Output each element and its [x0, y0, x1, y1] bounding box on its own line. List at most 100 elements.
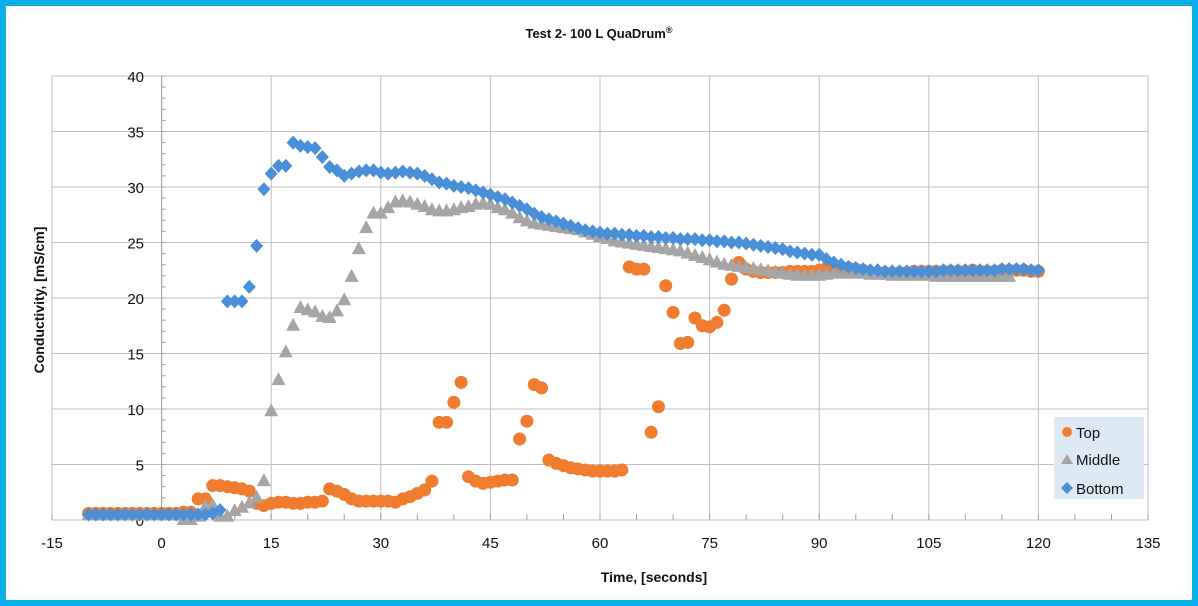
point-bottom	[213, 503, 227, 518]
point-bottom	[710, 234, 724, 249]
x-tick-label: 45	[482, 535, 499, 552]
point-bottom	[951, 263, 965, 278]
point-bottom	[111, 507, 125, 522]
point-bottom	[893, 264, 907, 279]
point-middle	[512, 210, 527, 224]
data-marks	[81, 135, 1045, 525]
point-middle	[483, 196, 498, 210]
chart-title: Test 2- 100 L QuaDrum®	[525, 25, 672, 41]
point-middle	[308, 304, 323, 318]
point-bottom	[184, 507, 198, 522]
point-bottom	[242, 279, 256, 294]
point-bottom	[659, 231, 673, 246]
point-bottom	[235, 294, 249, 309]
point-bottom	[914, 264, 928, 279]
point-middle	[242, 495, 257, 509]
point-bottom	[103, 507, 117, 522]
point-bottom	[630, 228, 644, 243]
point-top	[659, 279, 673, 293]
legend: Top Middle Bottom	[1054, 417, 1144, 499]
point-top	[681, 335, 695, 349]
point-bottom	[147, 507, 161, 522]
point-bottom	[125, 507, 139, 522]
point-bottom	[272, 158, 286, 173]
x-tick-label: 60	[592, 535, 609, 552]
point-bottom	[885, 264, 899, 279]
point-middle	[286, 317, 301, 331]
x-axis-label: Time, [seconds]	[601, 569, 707, 585]
point-bottom	[980, 263, 994, 278]
point-bottom	[264, 166, 278, 181]
point-bottom	[673, 232, 687, 247]
point-bottom	[681, 232, 695, 247]
point-top	[315, 494, 329, 508]
registered-mark: ®	[666, 25, 673, 35]
y-axis-label: Conductivity, [mS/cm]	[31, 227, 47, 374]
point-middle	[271, 372, 286, 386]
point-bottom	[220, 294, 234, 309]
point-bottom	[133, 507, 147, 522]
point-top	[717, 303, 731, 317]
point-bottom	[907, 264, 921, 279]
point-bottom	[958, 263, 972, 278]
y-tick-label: 35	[127, 125, 144, 142]
x-tick-label: 30	[372, 535, 389, 552]
x-tick-label: 0	[157, 535, 165, 552]
point-middle	[351, 241, 366, 255]
axes: -15 0 15 30 45 60 75 90 105 120 135 0 5 10 15 20 25 30 35 4…	[41, 69, 1160, 552]
point-bottom	[1031, 263, 1045, 278]
point-top	[644, 425, 658, 439]
point-bottom	[315, 150, 329, 165]
x-tick-label: 105	[916, 535, 941, 552]
y-tick-label: 5	[136, 458, 144, 475]
point-top	[615, 463, 629, 477]
x-tick-label: 75	[701, 535, 718, 552]
grid	[51, 75, 1149, 521]
point-top	[666, 305, 680, 319]
point-bottom	[936, 263, 950, 278]
y-tick-label: 30	[127, 180, 144, 197]
y-tick-label: 10	[127, 402, 144, 419]
point-bottom	[878, 264, 892, 279]
point-middle	[249, 489, 264, 503]
point-bottom	[900, 264, 914, 279]
x-tick-label: 15	[263, 535, 280, 552]
point-middle	[373, 205, 388, 219]
point-bottom	[89, 507, 103, 522]
point-middle	[381, 200, 396, 214]
point-middle	[227, 503, 242, 517]
point-top	[447, 395, 461, 409]
point-top	[520, 414, 534, 428]
point-bottom	[615, 227, 629, 242]
point-bottom	[96, 507, 110, 522]
point-bottom	[308, 141, 322, 156]
point-top	[535, 381, 549, 395]
point-top	[505, 473, 519, 487]
point-top	[425, 474, 439, 488]
point-bottom	[169, 507, 183, 522]
legend-bottom-marker-icon	[1061, 482, 1073, 494]
point-bottom	[177, 507, 191, 522]
point-top	[710, 315, 724, 329]
point-bottom	[191, 507, 205, 522]
x-tick-label: -15	[41, 535, 63, 552]
y-tick-label: 0	[136, 513, 144, 530]
point-top	[440, 415, 454, 429]
point-middle	[264, 403, 279, 417]
y-tick-label: 15	[127, 347, 144, 364]
point-bottom	[944, 263, 958, 278]
point-bottom	[257, 182, 271, 197]
point-bottom	[250, 238, 264, 253]
legend-top-marker-icon	[1062, 427, 1072, 437]
point-middle	[505, 205, 520, 219]
point-middle	[256, 473, 271, 487]
x-tick-label: 120	[1026, 535, 1051, 552]
point-middle	[498, 202, 513, 216]
point-top	[242, 484, 256, 498]
point-middle	[278, 344, 293, 358]
point-middle	[337, 292, 352, 306]
point-bottom	[863, 263, 877, 278]
point-middle	[417, 198, 432, 212]
point-bottom	[155, 507, 169, 522]
